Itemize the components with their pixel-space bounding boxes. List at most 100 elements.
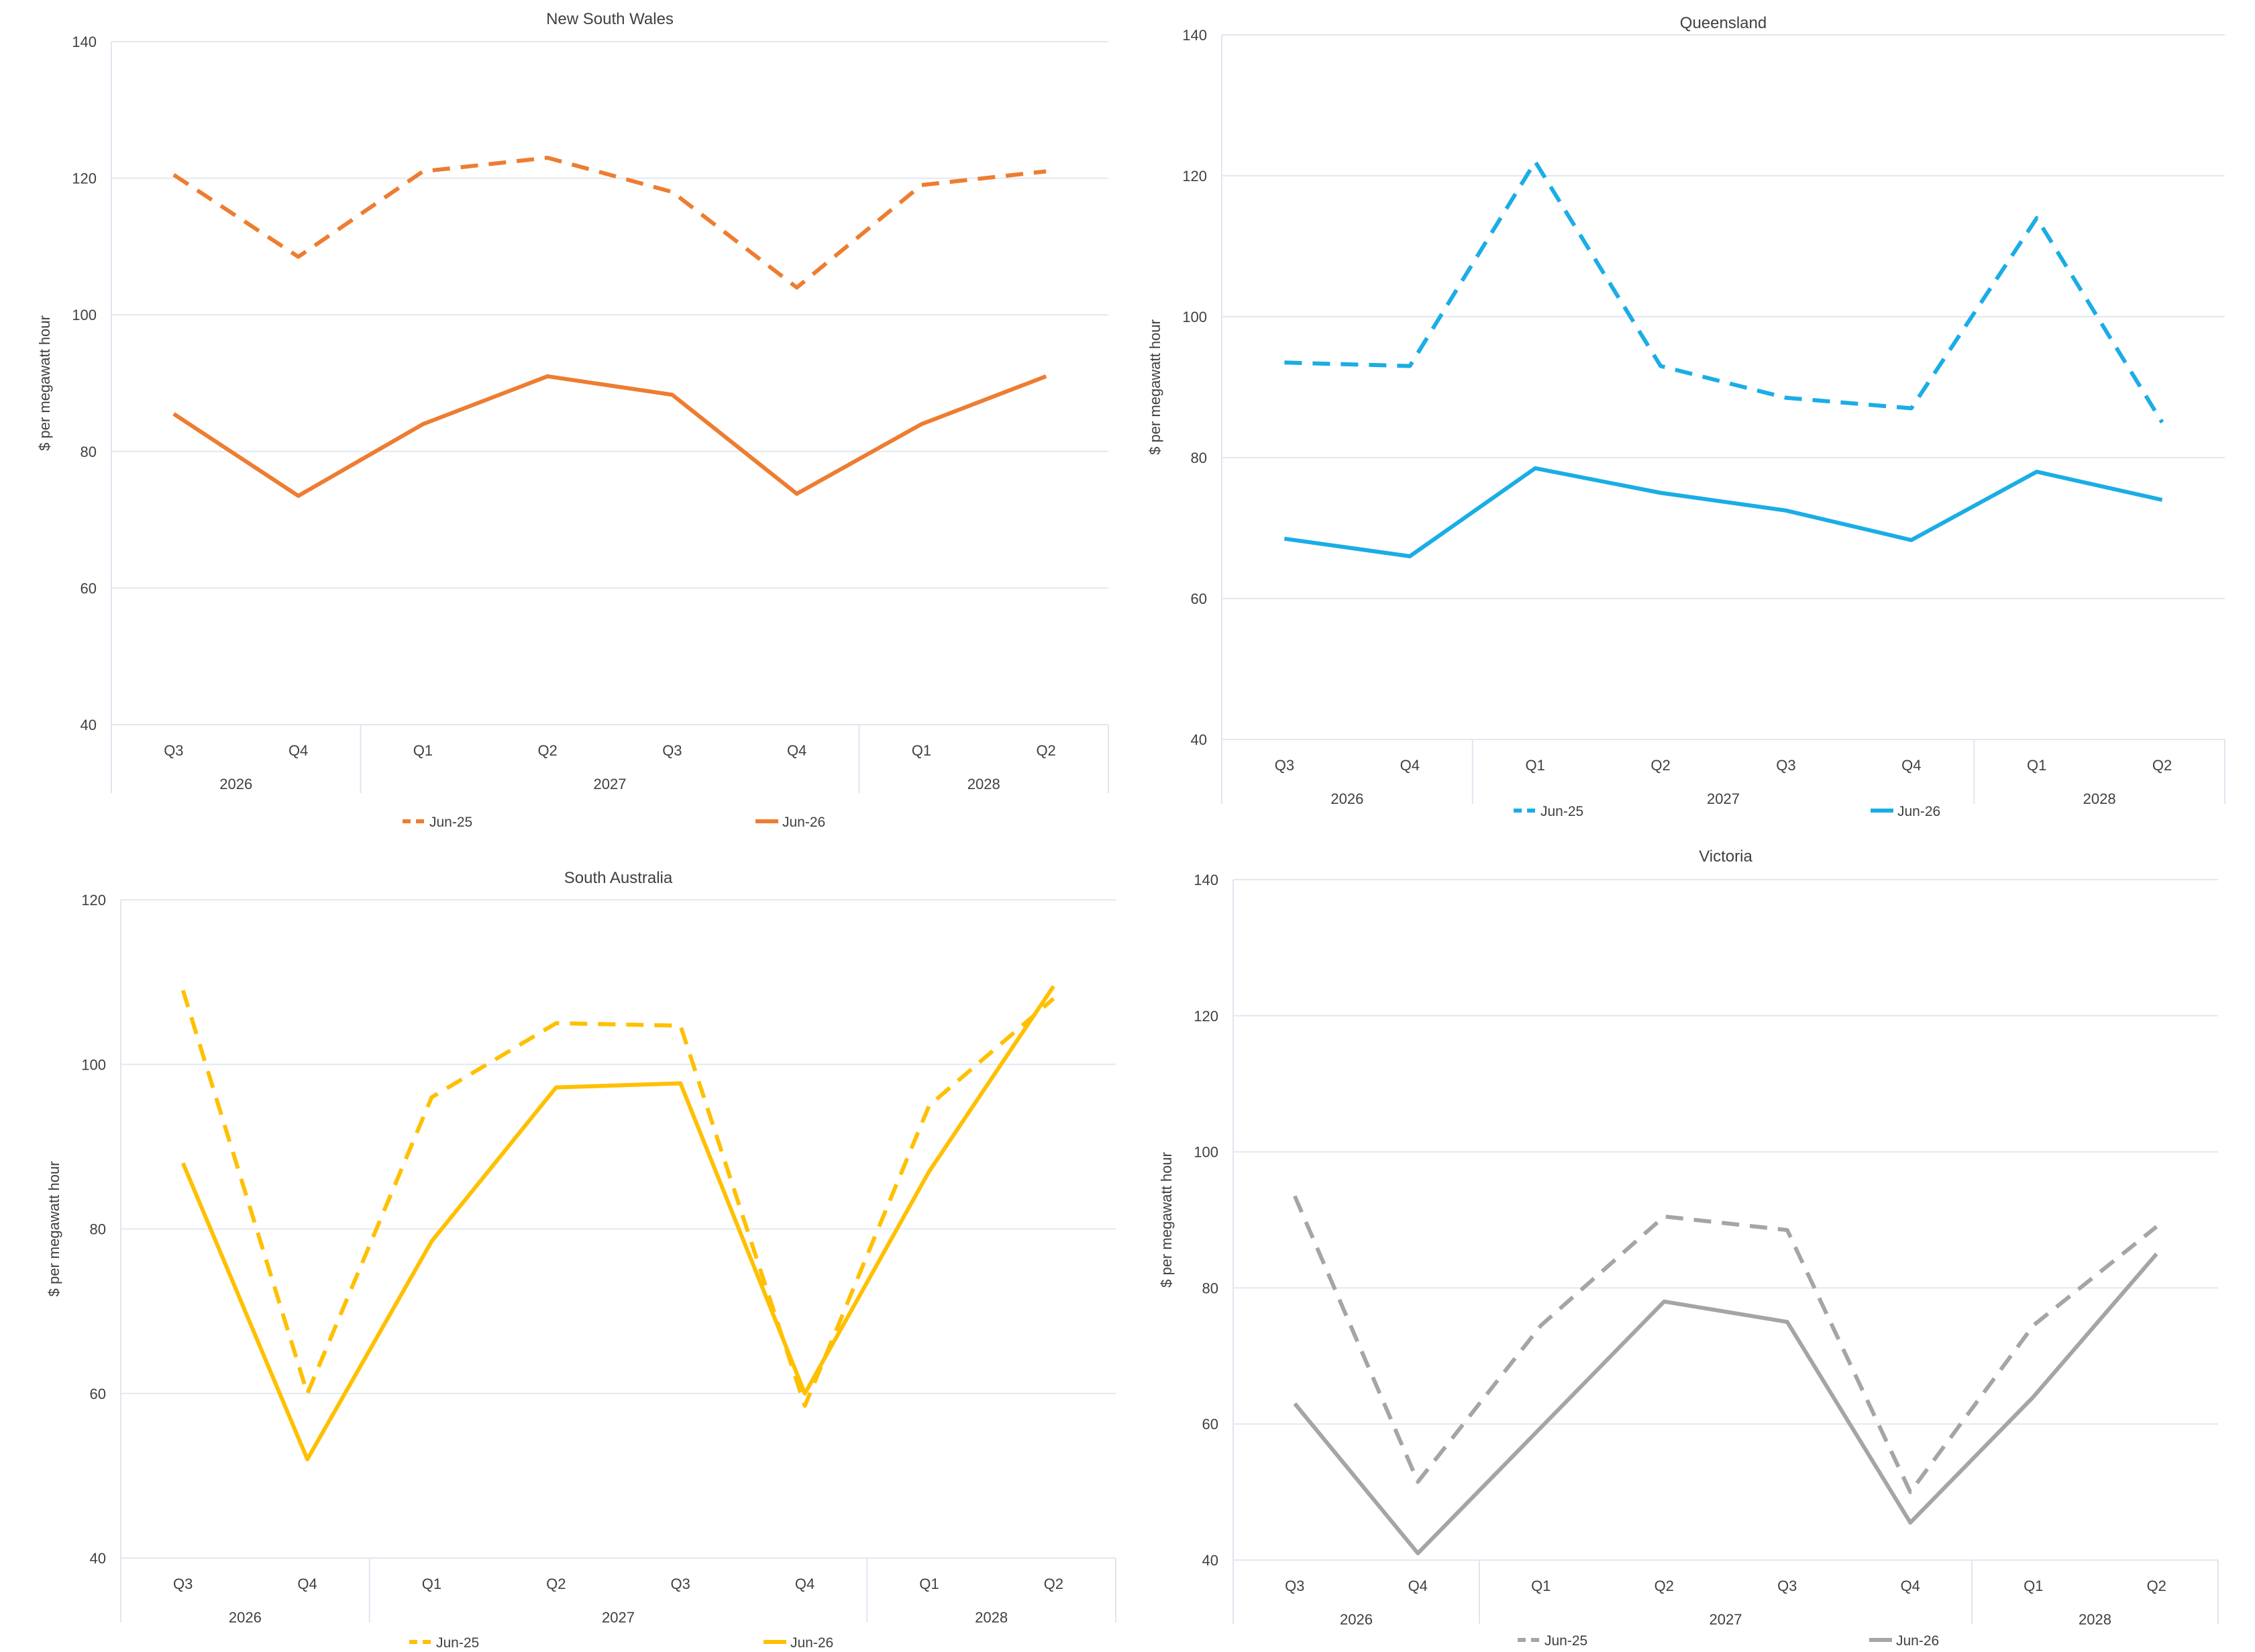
legend-item: Jun-25 [1518,1633,1587,1649]
series-line-jun-25 [174,158,1046,287]
series-line-jun-26 [174,376,1046,496]
y-tick-label: 120 [72,170,97,187]
legend-item: Jun-26 [1869,1633,1939,1649]
y-tick-label: 80 [1202,1280,1218,1296]
series-line-jun-25 [1284,162,2162,423]
x-tick-label: Q4 [297,1576,317,1592]
x-tick-label: Q1 [919,1576,939,1592]
x-tick-label: Q3 [1285,1578,1304,1594]
x-tick-label: Q1 [2024,1578,2043,1594]
x-tick-label: Q1 [422,1576,441,1592]
y-tick-label: 40 [81,717,97,733]
x-tick-label: Q3 [1275,757,1294,774]
x-tick-label: Q2 [2152,757,2172,774]
legend-label: Jun-26 [782,815,825,830]
x-tick-label: Q4 [1901,1578,1920,1594]
y-tick-label: 120 [1182,168,1207,185]
x-tick-label: Q2 [1655,1578,1674,1594]
x-tick-label: Q4 [795,1576,815,1592]
x-tick-label: Q3 [662,742,682,759]
x-tick-label: Q4 [787,742,806,759]
y-tick-label: 140 [1194,872,1218,888]
x-tick-label: Q1 [1526,757,1545,774]
x-tick-label: Q2 [1650,757,1670,774]
series-line-jun-25 [183,990,1054,1406]
year-group-label: 2027 [602,1609,635,1626]
chart-title: South Australia [564,869,673,887]
y-tick-label: 80 [81,444,97,460]
y-tick-label: 100 [81,1056,106,1073]
year-group-label: 2027 [594,776,627,792]
x-tick-label: Q3 [1776,757,1795,774]
chart-title: Victoria [1699,847,1752,866]
y-axis-label: $ per megawatt hour [1158,1152,1175,1288]
x-tick-label: Q3 [671,1576,690,1592]
y-tick-label: 100 [1182,309,1207,325]
year-group-label: 2026 [229,1609,262,1626]
year-group-label: 2028 [975,1609,1008,1626]
x-tick-label: Q2 [546,1576,566,1592]
series-line-jun-26 [1295,1254,2157,1553]
x-tick-label: Q4 [1400,757,1420,774]
legend-label: Jun-25 [429,815,472,830]
x-tick-label: Q2 [1044,1576,1063,1592]
y-tick-label: 60 [1202,1416,1218,1433]
x-tick-label: Q3 [173,1576,193,1592]
y-tick-label: 100 [1194,1144,1218,1161]
series-line-jun-25 [1295,1196,2157,1492]
chart-title: Queensland [1680,14,1767,32]
y-tick-label: 140 [1182,27,1207,44]
legend-item: Jun-26 [1871,804,1940,819]
x-tick-label: Q1 [912,742,931,759]
y-axis-label: $ per megawatt hour [46,1161,62,1297]
x-tick-label: Q2 [2147,1578,2166,1594]
year-group-label: 2028 [967,776,1000,792]
y-tick-label: 140 [72,34,97,50]
x-tick-label: Q1 [413,742,433,759]
y-tick-label: 40 [1202,1552,1218,1569]
series-line-jun-26 [183,986,1054,1459]
x-tick-label: Q2 [537,742,557,759]
year-group-label: 2026 [219,776,252,792]
x-tick-label: Q3 [164,742,183,759]
x-tick-label: Q3 [1777,1578,1797,1594]
year-group-label: 2026 [1330,790,1363,807]
y-axis-label: $ per megawatt hour [36,315,53,451]
y-tick-label: 60 [81,580,97,597]
y-tick-label: 40 [90,1550,106,1567]
x-tick-label: Q1 [1531,1578,1551,1594]
year-group-label: 2026 [1340,1611,1373,1628]
y-tick-label: 80 [1191,450,1207,466]
y-tick-label: 80 [90,1221,106,1238]
year-group-label: 2027 [1707,790,1740,807]
legend-item: Jun-26 [755,815,825,830]
legend-label: Jun-25 [1540,804,1583,819]
y-axis-label: $ per megawatt hour [1147,319,1163,455]
legend-label: Jun-26 [790,1635,833,1649]
x-tick-label: Q2 [1036,742,1055,759]
y-tick-label: 120 [81,892,106,909]
legend-item: Jun-26 [764,1635,833,1649]
chart-panel-queensland: Queensland 40 60 80 100 120 140 $ per megawatt … [1147,14,2225,819]
y-tick-label: 60 [1191,590,1207,607]
legend-label: Jun-25 [436,1635,479,1649]
year-group-label: 2027 [1710,1611,1742,1628]
x-tick-label: Q4 [1901,757,1921,774]
year-group-label: 2028 [2083,790,2116,807]
y-tick-label: 40 [1191,731,1207,748]
legend-label: Jun-25 [1544,1633,1587,1649]
year-group-label: 2028 [2079,1611,2111,1628]
x-tick-label: Q4 [1408,1578,1428,1594]
legend-item: Jun-25 [1514,804,1583,819]
series-line-jun-26 [1284,468,2162,556]
legend-label: Jun-26 [1897,804,1940,819]
legend-label: Jun-26 [1896,1633,1939,1649]
legend-item: Jun-25 [409,1635,479,1649]
x-tick-label: Q4 [289,742,308,759]
y-tick-label: 100 [72,307,97,323]
legend-item: Jun-25 [403,815,472,830]
